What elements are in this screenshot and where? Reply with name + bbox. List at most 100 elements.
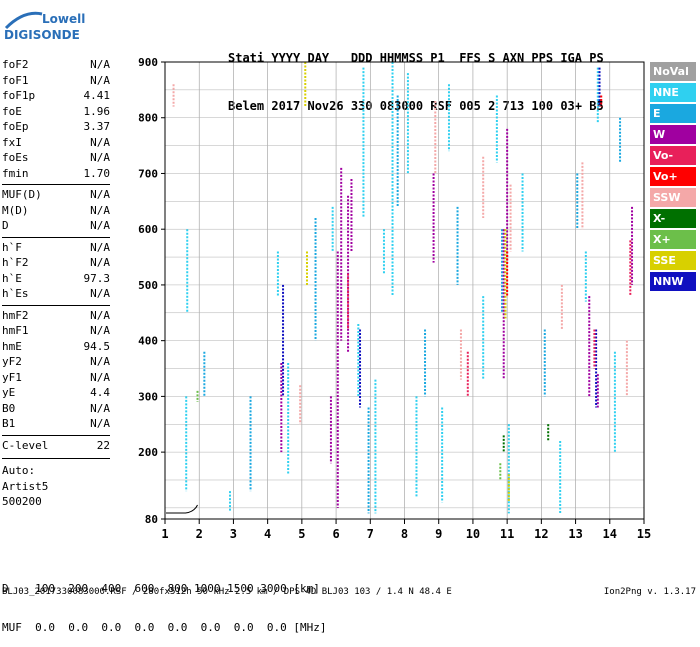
legend-item-x: X+ (650, 230, 696, 249)
logo-line2: DIGISONDE (4, 28, 80, 42)
plot-axes: 1 2 3 4 5 6 7 8 9 10 11 12 13 14 158020030040050060070… (138, 56, 651, 541)
parameter-separator (2, 304, 110, 306)
autoscaling-line: Auto: (2, 464, 36, 477)
series-vo (506, 95, 603, 297)
parameter-name: hmE (2, 339, 22, 353)
parameter-separator (2, 236, 110, 238)
parameter-separator (2, 458, 110, 459)
parameter-row: foEs N/A (2, 151, 110, 167)
parameter-row: yF1 N/A (2, 371, 110, 387)
parameter-row: yF2 N/A (2, 355, 110, 371)
file-info-footer: BLJ03_2017330083000.RSF / 280fx512h 50 k… (2, 587, 452, 597)
parameter-name: C-level (2, 438, 49, 452)
autoscaling-line: 500200 (2, 495, 42, 508)
parameter-name: hmF1 (2, 324, 29, 337)
parameter-row: foF1 N/A (2, 74, 110, 90)
parameter-row: hmE 94.5 (2, 340, 110, 356)
y-tick-label: 600 (138, 223, 158, 236)
y-tick-label: 700 (138, 167, 158, 180)
legend-item-w: W (650, 125, 696, 144)
parameter-value: N/A (90, 256, 110, 269)
version-label: Ion2Png v. 1.3.17 (603, 587, 696, 597)
parameter-row: B1 N/A (2, 417, 110, 433)
parameter-name: M(D) (2, 203, 29, 217)
parameter-separator (2, 184, 110, 185)
parameter-row: foEp 3.37 (2, 120, 110, 136)
parameter-name: yF2 (2, 355, 22, 368)
parameter-name: h`F2 (2, 256, 29, 269)
digisonde-logo: Lowell DIGISONDE (4, 8, 134, 48)
autoscaling-line: Artist5 (2, 479, 49, 493)
x-tick-label: 5 (298, 527, 305, 541)
parameter-name: yE (2, 386, 16, 399)
series-ssw (172, 84, 628, 425)
parameter-value: N/A (90, 355, 110, 368)
parameter-row: foE 1.96 (2, 105, 110, 121)
plot-grid (164, 61, 645, 519)
legend-item-e: E (650, 104, 696, 123)
parameter-value: N/A (90, 240, 110, 254)
x-tick-label: 14 (603, 527, 617, 541)
parameter-value: 1.70 (83, 166, 111, 180)
parameter-name: hmF2 (2, 308, 29, 322)
y-tick-label: 900 (138, 56, 158, 69)
parameter-value: 22 (96, 438, 110, 452)
x-tick-label: 1 (161, 527, 168, 541)
parameter-row: yE 4.4 (2, 386, 110, 402)
y-tick-label: 500 (138, 279, 158, 292)
x-tick-label: 10 (466, 527, 480, 541)
x-tick-label: 4 (264, 527, 271, 541)
series-e (203, 95, 622, 514)
legend-item-nne: NNE (650, 83, 696, 102)
legend-item-sse: SSE (650, 251, 696, 270)
parameter-row: hmF2 N/A (2, 309, 110, 325)
parameter-name: foEs (2, 151, 29, 164)
series-vo (347, 240, 632, 397)
parameter-row: fmin 1.70 (2, 167, 110, 183)
e-layer-trace (166, 504, 198, 514)
parameter-value: N/A (90, 324, 110, 337)
parameter-row: h`Es N/A (2, 287, 110, 303)
x-tick-label: 15 (637, 527, 651, 541)
parameter-row: M(D) N/A (2, 204, 110, 220)
x-tick-label: 7 (367, 527, 374, 541)
parameter-row: MUF(D) N/A (2, 188, 110, 204)
series-x (502, 424, 550, 453)
y-tick-label: 200 (138, 446, 158, 459)
parameter-value: N/A (90, 151, 110, 164)
legend-item-vo: Vo- (650, 146, 696, 165)
x-tick-label: 9 (435, 527, 442, 541)
parameter-value: N/A (90, 370, 110, 384)
x-tick-label: 8 (401, 527, 408, 541)
muf-distance-row: D 100 200 400 600 800 1000 1500 3000 [km… (2, 582, 320, 595)
parameter-value: N/A (90, 417, 110, 430)
legend-item-ssw: SSW (650, 188, 696, 207)
legend-item-vo: Vo+ (650, 167, 696, 186)
parameter-name: foE (2, 104, 22, 118)
x-tick-label: 6 (332, 527, 339, 541)
parameter-value: 4.4 (90, 386, 110, 399)
parameter-name: foF2 (2, 58, 29, 71)
parameter-row: foF1p 4.41 (2, 89, 110, 105)
x-tick-label: 12 (534, 527, 548, 541)
parameter-value: N/A (90, 188, 110, 201)
parameter-value: N/A (90, 58, 110, 71)
parameter-row: h`F N/A (2, 241, 110, 257)
parameter-name: foF1 (2, 73, 29, 87)
parameter-name: h`E (2, 271, 22, 285)
logo-line1: Lowell (42, 12, 86, 26)
x-tick-label: 11 (500, 527, 514, 541)
parameter-name: fmin (2, 166, 29, 180)
parameter-row: C-level 22 (2, 439, 110, 455)
muf-value-row: MUF 0.0 0.0 0.0 0.0 0.0 0.0 0.0 0.0 [MHz… (2, 621, 327, 634)
parameter-name: fxI (2, 135, 22, 149)
parameter-name: MUF(D) (2, 188, 42, 201)
series-x (196, 390, 502, 480)
parameter-row: fxI N/A (2, 136, 110, 152)
legend-item-x: X- (650, 209, 696, 228)
legend-item-noval: NoVal (650, 62, 696, 81)
parameter-row: h`F2 N/A (2, 256, 110, 272)
parameter-value: N/A (90, 287, 110, 300)
parameter-value: N/A (90, 203, 110, 217)
header-line2: Belem 2017 Nov26 330 083000 RSF 005 2 71… (228, 99, 604, 113)
